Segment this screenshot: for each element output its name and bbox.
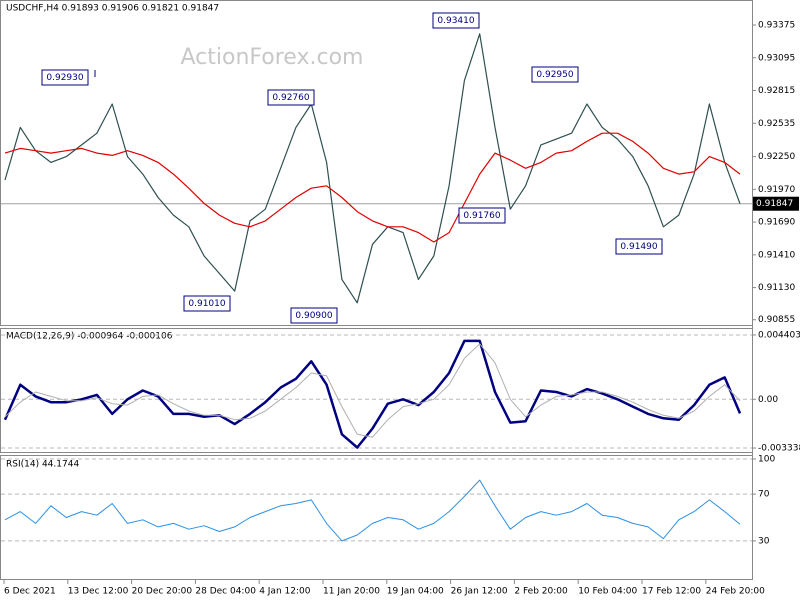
x-tick-label: 17 Feb 12:00	[642, 587, 701, 597]
annotation-label: 0.91010	[188, 299, 225, 309]
y-tick-label: 0.91130	[758, 283, 795, 293]
x-tick-label: 4 Jan 12:00	[259, 587, 311, 597]
x-tick-label: 6 Dec 2021	[4, 587, 56, 597]
series-line	[4, 132, 741, 243]
y-tick-label: 0.92535	[758, 119, 795, 129]
last-price-label: 0.91847	[756, 199, 793, 209]
watermark: ActionForex.com	[181, 45, 364, 70]
x-tick-label: 20 Dec 20:00	[132, 587, 193, 597]
y-tick-label: 0.91690	[758, 218, 795, 228]
annotation-box	[432, 12, 480, 29]
y-tick-label: 30	[758, 536, 770, 546]
y-tick-label: 0.004403	[758, 330, 800, 340]
annotation-label: 0.90900	[295, 311, 332, 321]
x-tick-label: 2 Feb 20:00	[514, 587, 568, 597]
annotation-label: 0.92930	[46, 73, 83, 83]
x-tick-label: 10 Feb 04:00	[578, 587, 637, 597]
x-tick-label: 19 Jan 04:00	[387, 587, 444, 597]
panel-title: USDCHF,H4 0.91893 0.91906 0.91821 0.9184…	[6, 4, 219, 14]
annotation-box	[458, 207, 506, 224]
x-tick-label: 13 Dec 12:00	[68, 587, 129, 597]
y-tick-label: 0.91410	[758, 250, 795, 260]
last-price-box	[752, 196, 799, 211]
x-tick-label: 24 Feb 20:00	[706, 587, 765, 597]
annotation-label: 0.91760	[463, 211, 500, 221]
y-tick-label: 0.92250	[758, 152, 795, 162]
annotation-box	[290, 307, 338, 324]
series-line	[4, 479, 741, 542]
y-tick-label: 0.90855	[758, 315, 795, 325]
annotation-box	[615, 238, 663, 255]
annotation-label: 0.91490	[620, 242, 657, 252]
x-tick-label: 28 Dec 04:00	[195, 587, 256, 597]
annotation-label: 0.93410	[437, 16, 474, 26]
y-tick-label: 0.92815	[758, 86, 795, 96]
y-tick-label: 0.91970	[758, 185, 795, 195]
y-tick-label: 0.93095	[758, 53, 795, 63]
panel-title: RSI(14) 44.1744	[6, 460, 79, 470]
annotation-box	[41, 69, 89, 86]
series-line	[4, 343, 741, 438]
series-line	[4, 33, 741, 304]
annotation-label: 0.92760	[272, 93, 309, 103]
annotation-label: 0.92950	[536, 70, 573, 80]
y-tick-label: 0.00	[758, 395, 778, 405]
y-tick-label: 100	[758, 455, 775, 465]
x-tick-label: 11 Jan 20:00	[323, 587, 380, 597]
annotation-box	[267, 89, 315, 106]
x-tick-label: 26 Jan 12:00	[451, 587, 508, 597]
y-tick-label: 70	[758, 490, 770, 500]
annotation-box	[531, 66, 579, 83]
series-line	[3, 339, 742, 449]
y-tick-label: 0.93375	[758, 21, 795, 31]
y-tick-label: -0.003338	[758, 444, 800, 454]
annotation-box	[183, 295, 231, 312]
panel-title: MACD(12,26,9) -0.000964 -0.000106	[6, 332, 173, 342]
